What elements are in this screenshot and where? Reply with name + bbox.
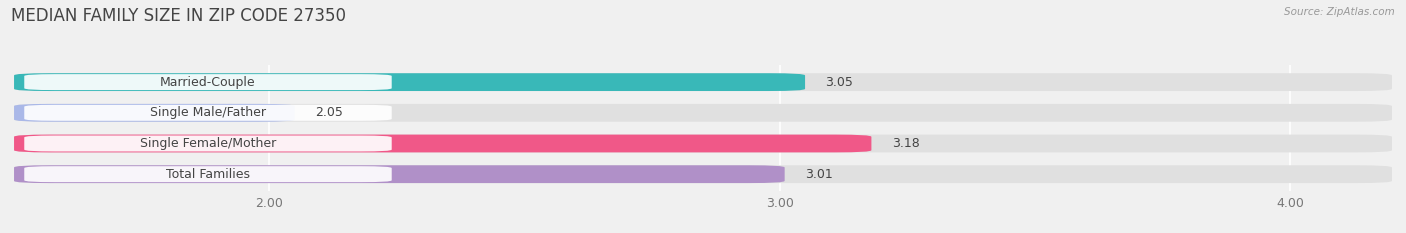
FancyBboxPatch shape — [24, 105, 392, 121]
FancyBboxPatch shape — [14, 73, 806, 91]
Text: Single Female/Mother: Single Female/Mother — [139, 137, 276, 150]
Text: Married-Couple: Married-Couple — [160, 76, 256, 89]
Text: Single Male/Father: Single Male/Father — [150, 106, 266, 119]
Text: Total Families: Total Families — [166, 168, 250, 181]
Text: 2.05: 2.05 — [315, 106, 343, 119]
FancyBboxPatch shape — [14, 165, 1392, 183]
FancyBboxPatch shape — [24, 166, 392, 182]
FancyBboxPatch shape — [14, 73, 1392, 91]
Text: MEDIAN FAMILY SIZE IN ZIP CODE 27350: MEDIAN FAMILY SIZE IN ZIP CODE 27350 — [11, 7, 346, 25]
Text: Source: ZipAtlas.com: Source: ZipAtlas.com — [1284, 7, 1395, 17]
FancyBboxPatch shape — [14, 135, 1392, 152]
Text: 3.05: 3.05 — [825, 76, 853, 89]
FancyBboxPatch shape — [24, 74, 392, 90]
FancyBboxPatch shape — [14, 135, 872, 152]
FancyBboxPatch shape — [14, 104, 295, 122]
FancyBboxPatch shape — [14, 104, 1392, 122]
Text: 3.18: 3.18 — [891, 137, 920, 150]
FancyBboxPatch shape — [24, 136, 392, 151]
Text: 3.01: 3.01 — [806, 168, 832, 181]
FancyBboxPatch shape — [14, 165, 785, 183]
